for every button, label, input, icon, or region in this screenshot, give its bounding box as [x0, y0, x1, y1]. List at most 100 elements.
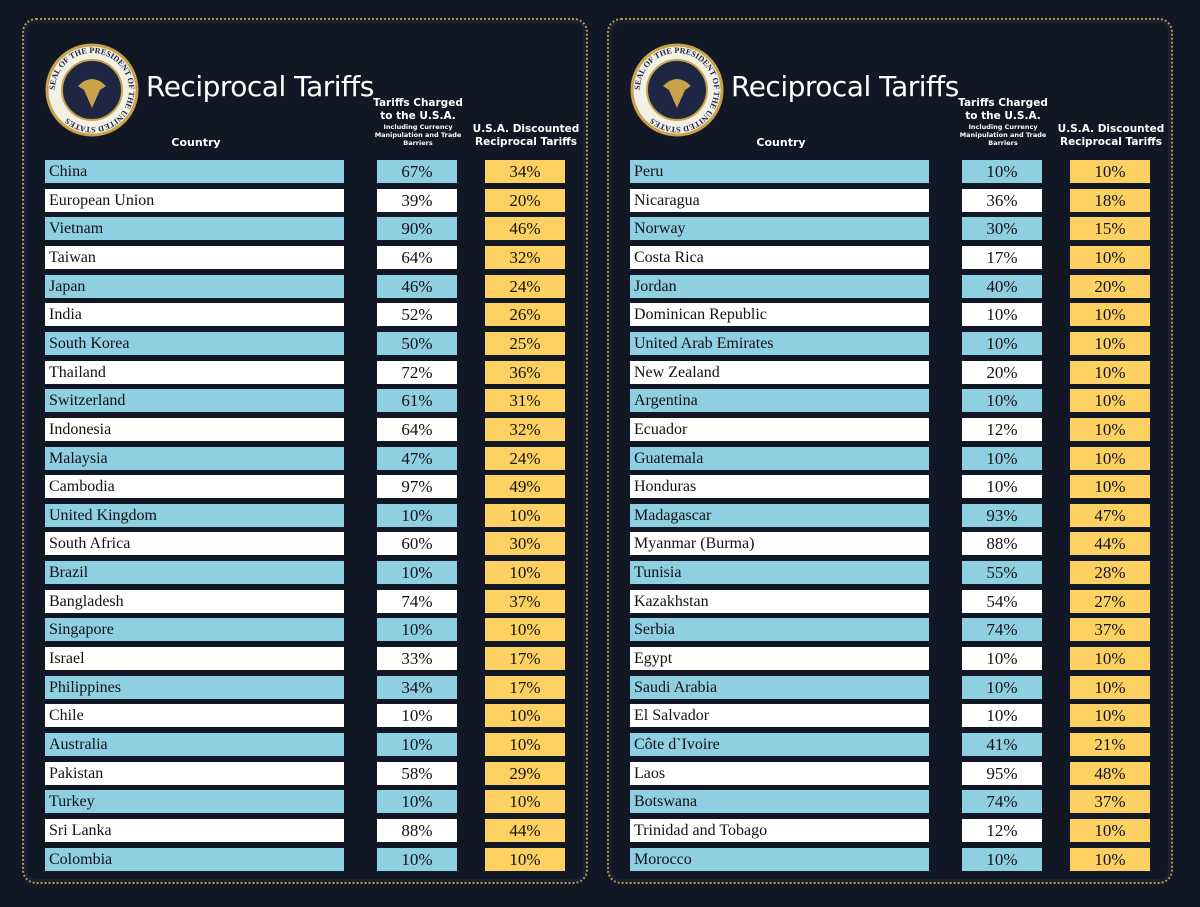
discounted-cell: 28% [1070, 561, 1150, 585]
charged-cell: 74% [377, 589, 457, 613]
country-cell: Brazil [45, 561, 344, 585]
country-cell: Sri Lanka [45, 818, 344, 842]
discounted-cell: 25% [485, 331, 565, 355]
charged-cell: 12% [962, 818, 1042, 842]
charged-cell: 95% [962, 761, 1042, 785]
header-charged-note: Including Currency Manipulation and Trad… [374, 123, 462, 147]
country-cell: Tunisia [630, 561, 929, 585]
discounted-cell: 20% [1070, 274, 1150, 298]
country-cell: Indonesia [45, 417, 344, 441]
discounted-cell: 10% [485, 618, 565, 642]
country-cell: Switzerland [45, 389, 344, 413]
charged-cell: 61% [377, 389, 457, 413]
country-cell: Serbia [630, 618, 929, 642]
charged-cell: 33% [377, 647, 457, 671]
header-charged: Tariffs Charged to the U.S.A. [958, 97, 1048, 122]
country-cell: Vietnam [45, 217, 344, 241]
charged-cell: 10% [962, 446, 1042, 470]
discounted-cell: 27% [1070, 589, 1150, 613]
discounted-cell: 10% [485, 847, 565, 871]
country-cell: South Africa [45, 532, 344, 556]
charged-cell: 10% [377, 618, 457, 642]
charged-cell: 17% [962, 245, 1042, 269]
country-cell: Ecuador [630, 417, 929, 441]
discounted-cell: 10% [1070, 647, 1150, 671]
country-cell: El Salvador [630, 704, 929, 728]
discounted-cell: 24% [485, 274, 565, 298]
discounted-cell: 44% [485, 818, 565, 842]
charged-cell: 97% [377, 475, 457, 499]
country-cell: Thailand [45, 360, 344, 384]
charged-cell: 88% [377, 818, 457, 842]
country-cell: Singapore [45, 618, 344, 642]
header-charged-note: Including Currency Manipulation and Trad… [959, 123, 1047, 147]
header-discounted: U.S.A. Discounted Reciprocal Tariffs [1057, 123, 1165, 148]
charged-cell: 55% [962, 561, 1042, 585]
discounted-cell: 10% [1070, 160, 1150, 183]
charged-cell: 34% [377, 675, 457, 699]
country-cell: United Kingdom [45, 503, 344, 527]
charged-cell: 52% [377, 303, 457, 327]
charged-cell: 10% [962, 389, 1042, 413]
country-cell: Morocco [630, 847, 929, 871]
charged-cell: 30% [962, 217, 1042, 241]
charged-cell: 39% [377, 188, 457, 212]
country-cell: Jordan [630, 274, 929, 298]
discounted-cell: 37% [1070, 618, 1150, 642]
panel: SEAL OF THE PRESIDENT OF THE UNITED STAT… [607, 18, 1173, 884]
discounted-cell: 15% [1070, 217, 1150, 241]
discounted-cell: 31% [485, 389, 565, 413]
charged-cell: 20% [962, 360, 1042, 384]
country-cell: India [45, 303, 344, 327]
charged-cell: 10% [962, 675, 1042, 699]
country-cell: Madagascar [630, 503, 929, 527]
country-cell: European Union [45, 188, 344, 212]
discounted-cell: 30% [485, 532, 565, 556]
discounted-cell: 32% [485, 417, 565, 441]
seal: SEAL OF THE PRESIDENT OF THE UNITED STAT… [45, 43, 139, 137]
discounted-cell: 37% [1070, 790, 1150, 814]
charged-cell: 36% [962, 188, 1042, 212]
seal: SEAL OF THE PRESIDENT OF THE UNITED STAT… [630, 43, 724, 137]
charged-cell: 10% [962, 475, 1042, 499]
charged-cell: 64% [377, 417, 457, 441]
country-cell: Malaysia [45, 446, 344, 470]
header-country: Country [171, 136, 221, 149]
charged-cell: 10% [377, 790, 457, 814]
charged-cell: 10% [377, 704, 457, 728]
discounted-cell: 10% [1070, 704, 1150, 728]
discounted-cell: 21% [1070, 733, 1150, 756]
discounted-cell: 10% [485, 704, 565, 728]
panel-title: Reciprocal Tariffs [731, 70, 959, 103]
country-cell: New Zealand [630, 360, 929, 384]
country-cell: Egypt [630, 647, 929, 671]
discounted-cell: 10% [1070, 818, 1150, 842]
charged-cell: 88% [962, 532, 1042, 556]
charged-cell: 41% [962, 733, 1042, 756]
country-cell: Colombia [45, 847, 344, 871]
charged-cell: 10% [962, 160, 1042, 183]
discounted-cell: 20% [485, 188, 565, 212]
country-cell: Dominican Republic [630, 303, 929, 327]
discounted-cell: 48% [1070, 761, 1150, 785]
discounted-cell: 17% [485, 647, 565, 671]
charged-cell: 90% [377, 217, 457, 241]
country-cell: Saudi Arabia [630, 675, 929, 699]
discounted-cell: 10% [485, 790, 565, 814]
charged-cell: 10% [962, 704, 1042, 728]
discounted-cell: 18% [1070, 188, 1150, 212]
charged-cell: 67% [377, 160, 457, 183]
charged-cell: 40% [962, 274, 1042, 298]
country-cell: Turkey [45, 790, 344, 814]
discounted-cell: 47% [1070, 503, 1150, 527]
charged-cell: 60% [377, 532, 457, 556]
charged-cell: 93% [962, 503, 1042, 527]
country-cell: China [45, 160, 344, 183]
country-cell: Chile [45, 704, 344, 728]
country-cell: Peru [630, 160, 929, 183]
charged-cell: 46% [377, 274, 457, 298]
discounted-cell: 10% [485, 561, 565, 585]
country-cell: Argentina [630, 389, 929, 413]
discounted-cell: 26% [485, 303, 565, 327]
country-cell: Laos [630, 761, 929, 785]
